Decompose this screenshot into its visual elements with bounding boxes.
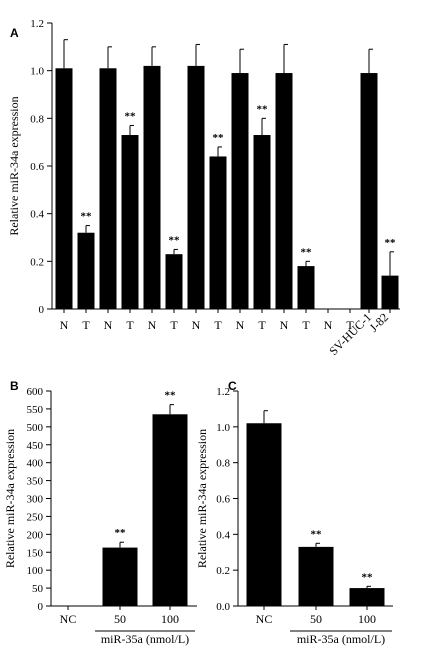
bar: [231, 73, 249, 309]
y-tick-label: 150: [27, 547, 44, 559]
y-tick-label: 100: [27, 565, 44, 577]
bar: [360, 73, 378, 309]
y-tick-label: 350: [27, 476, 44, 488]
x-tick-label: N: [236, 318, 245, 332]
panel-letter-b: B: [10, 379, 19, 393]
y-tick-label: 300: [27, 494, 44, 506]
x-tick-label: T: [126, 318, 134, 332]
y-tick-label: 1.0: [30, 66, 44, 78]
y-axis-label: Relative miR-34a expression: [7, 96, 21, 235]
bar: [165, 254, 183, 309]
bar: [297, 266, 315, 309]
bar: [152, 414, 188, 606]
bar: [246, 423, 282, 606]
bar: [121, 135, 139, 309]
bar: [55, 68, 73, 310]
x-tick-label: N: [104, 318, 113, 332]
y-tick-label: 1.2: [30, 18, 44, 30]
significance-mark: **: [165, 390, 177, 402]
y-tick-label: 600: [27, 386, 44, 398]
y-tick-label: 550: [27, 404, 44, 416]
x-tick-label: T: [258, 318, 266, 332]
bar: [209, 156, 227, 309]
x-tick-label: J-82: [367, 310, 392, 335]
significance-mark: **: [257, 103, 269, 115]
bar: [77, 232, 95, 309]
bar: [349, 588, 385, 606]
x-tick-label: T: [346, 318, 354, 332]
y-tick-label: 0: [39, 304, 45, 316]
panel-letter-a: A: [10, 26, 19, 40]
y-tick-label: 450: [27, 440, 44, 452]
y-tick-label: 0.6: [216, 494, 230, 506]
bar: [253, 135, 271, 309]
y-tick-label: 0.2: [216, 565, 230, 577]
panel-letter-c: C: [228, 379, 237, 393]
significance-mark: **: [385, 237, 397, 249]
x-tick-label: T: [170, 318, 178, 332]
x-tick-label: N: [280, 318, 289, 332]
x-tick-label: 100: [161, 612, 179, 626]
chart-panel-a: A 0 0.2 0.4 0.6 0.8 1.0 1.2 Relative miR-34a ex…: [7, 18, 400, 358]
significance-mark: **: [115, 527, 127, 539]
significance-mark: **: [311, 528, 323, 540]
y-tick-label: 500: [27, 422, 44, 434]
y-tick-label: 50: [32, 583, 44, 595]
y-axis-label: Relative miR-34a expression: [195, 429, 209, 568]
x-tick-label: N: [192, 318, 201, 332]
y-tick-label: 0.8: [30, 113, 44, 125]
significance-mark: **: [301, 246, 313, 258]
bar: [298, 546, 334, 606]
x-tick-label: N: [60, 318, 69, 332]
x-tick-label: T: [82, 318, 90, 332]
significance-mark: **: [213, 132, 225, 144]
y-tick-label: 0.2: [30, 256, 44, 268]
y-tick-label: 0.0: [216, 601, 230, 613]
significance-mark: **: [81, 211, 93, 223]
bar: [102, 547, 138, 606]
bar: [381, 275, 399, 309]
y-tick-label: 1.0: [216, 422, 230, 434]
y-tick-label: 400: [27, 458, 44, 470]
x-tick-label: T: [214, 318, 222, 332]
x-tick-label: T: [302, 318, 310, 332]
y-tick-label: 1.2: [216, 386, 230, 398]
bar: [99, 68, 117, 310]
y-tick-label: 0.4: [216, 529, 230, 541]
y-axis-label: Relative miR-34a expression: [3, 429, 17, 568]
significance-mark: **: [362, 571, 374, 583]
significance-mark: **: [125, 110, 137, 122]
group-label: miR-35a (nmol/L): [297, 632, 385, 646]
bar: [275, 73, 293, 309]
significance-mark: **: [169, 234, 181, 246]
x-tick-label: 50: [114, 612, 126, 626]
y-tick-label: 0.8: [216, 458, 230, 470]
x-tick-label: 50: [310, 612, 322, 626]
y-tick-label: 0.4: [30, 209, 44, 221]
y-tick-label: 250: [27, 511, 44, 523]
x-tick-label: 100: [358, 612, 376, 626]
x-tick-label: NC: [60, 612, 77, 626]
x-tick-label: N: [324, 318, 333, 332]
chart-panel-c: C 0.0 0.2 0.4 0.6 0.8 1.0 1.2 Relative miR-34a …: [195, 379, 393, 646]
y-tick-label: 200: [27, 529, 44, 541]
bar: [143, 65, 161, 310]
y-tick-label: 0: [38, 601, 44, 613]
bar: [187, 65, 205, 310]
chart-panel-b: B 0 50 100 150 200 250 300 350 400 450 500 550 600 Re…: [3, 379, 197, 646]
group-label: miR-35a (nmol/L): [101, 632, 189, 646]
y-tick-label: 0.6: [30, 161, 44, 173]
x-tick-label: N: [148, 318, 157, 332]
x-tick-label: NC: [256, 612, 273, 626]
